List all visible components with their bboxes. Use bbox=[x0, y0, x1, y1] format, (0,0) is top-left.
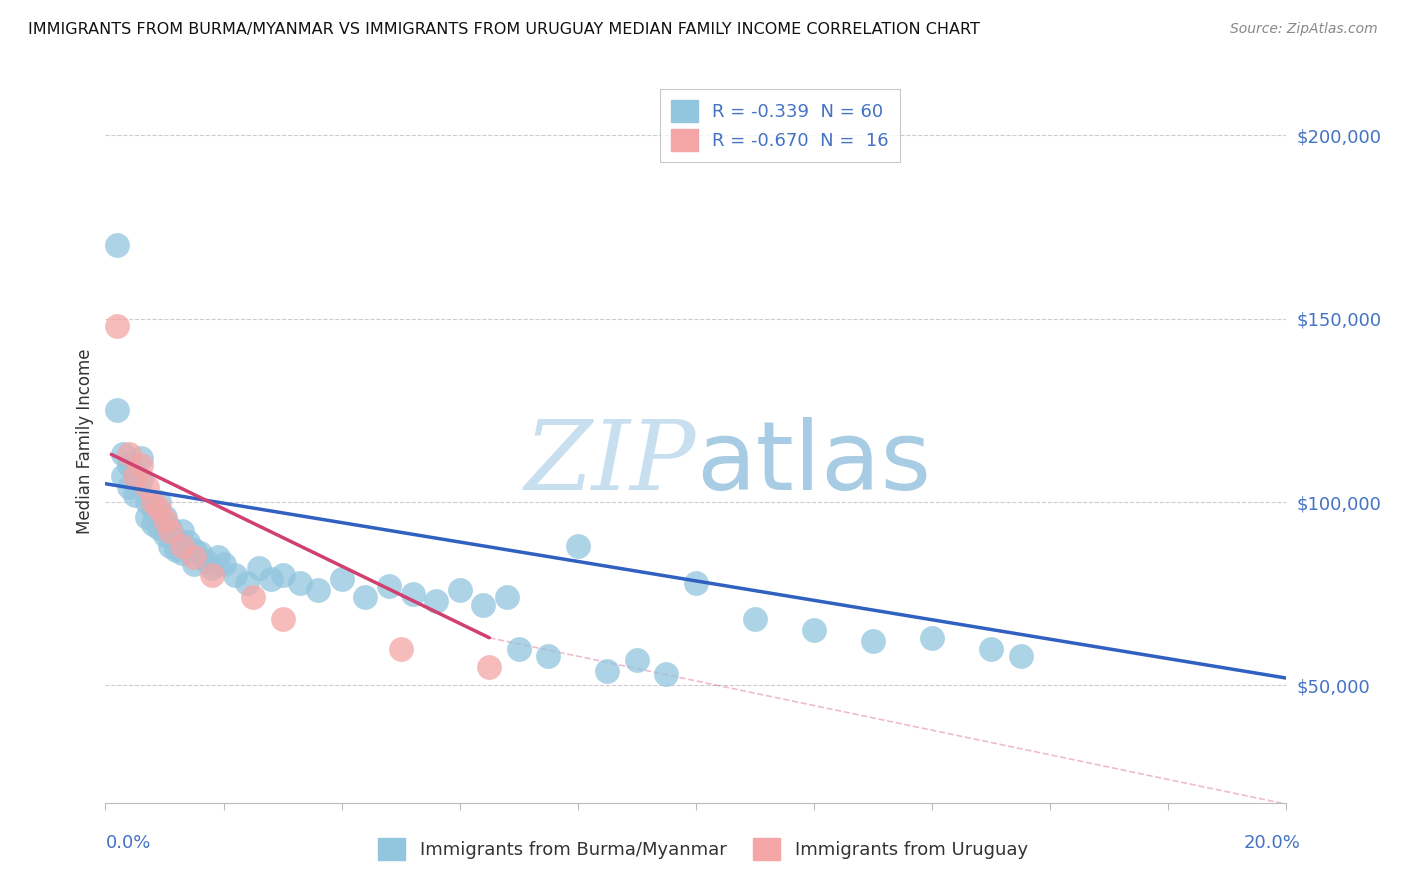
Point bbox=[129, 451, 152, 466]
Point bbox=[172, 539, 194, 553]
Point bbox=[596, 664, 619, 678]
Point bbox=[744, 612, 766, 626]
Point bbox=[172, 546, 194, 560]
Point bbox=[1010, 649, 1032, 664]
Point bbox=[148, 502, 170, 516]
Point bbox=[354, 591, 377, 605]
Point bbox=[183, 558, 205, 572]
Point bbox=[271, 612, 294, 626]
Point bbox=[124, 466, 146, 480]
Point bbox=[105, 238, 128, 252]
Point bbox=[980, 641, 1002, 656]
Text: IMMIGRANTS FROM BURMA/MYANMAR VS IMMIGRANTS FROM URUGUAY MEDIAN FAMILY INCOME CO: IMMIGRANTS FROM BURMA/MYANMAR VS IMMIGRA… bbox=[28, 22, 980, 37]
Point bbox=[655, 667, 678, 681]
Point bbox=[124, 488, 146, 502]
Point bbox=[921, 631, 943, 645]
Point bbox=[330, 572, 353, 586]
Point bbox=[472, 598, 495, 612]
Point bbox=[242, 591, 264, 605]
Point bbox=[862, 634, 884, 648]
Text: 0.0%: 0.0% bbox=[105, 834, 150, 852]
Point bbox=[194, 554, 217, 568]
Point bbox=[135, 495, 157, 509]
Point bbox=[135, 509, 157, 524]
Point bbox=[129, 473, 152, 487]
Legend: Immigrants from Burma/Myanmar, Immigrants from Uruguay: Immigrants from Burma/Myanmar, Immigrant… bbox=[371, 830, 1035, 867]
Point bbox=[449, 583, 471, 598]
Point bbox=[118, 447, 141, 461]
Point bbox=[247, 561, 270, 575]
Point bbox=[567, 539, 589, 553]
Point bbox=[177, 535, 200, 549]
Point bbox=[165, 532, 187, 546]
Point bbox=[188, 546, 211, 560]
Text: Source: ZipAtlas.com: Source: ZipAtlas.com bbox=[1230, 22, 1378, 37]
Point bbox=[201, 561, 224, 575]
Point bbox=[478, 660, 501, 674]
Point bbox=[142, 495, 165, 509]
Point bbox=[148, 495, 170, 509]
Point bbox=[183, 542, 205, 557]
Point bbox=[537, 649, 560, 664]
Point bbox=[153, 509, 176, 524]
Point bbox=[118, 480, 141, 494]
Point bbox=[236, 575, 259, 590]
Point bbox=[159, 524, 181, 539]
Point bbox=[307, 583, 329, 598]
Point bbox=[207, 550, 229, 565]
Point bbox=[508, 641, 530, 656]
Point bbox=[153, 528, 176, 542]
Point bbox=[626, 653, 648, 667]
Point bbox=[124, 469, 146, 483]
Point bbox=[105, 318, 128, 333]
Point bbox=[148, 521, 170, 535]
Point bbox=[803, 624, 825, 638]
Point bbox=[142, 517, 165, 532]
Point bbox=[401, 587, 423, 601]
Legend: R = -0.339  N = 60, R = -0.670  N =  16: R = -0.339 N = 60, R = -0.670 N = 16 bbox=[659, 89, 900, 162]
Point bbox=[129, 458, 152, 473]
Point bbox=[260, 572, 283, 586]
Point bbox=[271, 568, 294, 582]
Point bbox=[224, 568, 246, 582]
Y-axis label: Median Family Income: Median Family Income bbox=[76, 349, 94, 534]
Text: 20.0%: 20.0% bbox=[1244, 834, 1301, 852]
Point bbox=[112, 469, 135, 483]
Point bbox=[142, 502, 165, 516]
Text: ZIP: ZIP bbox=[524, 417, 696, 510]
Point bbox=[118, 458, 141, 473]
Point bbox=[105, 403, 128, 417]
Point bbox=[159, 539, 181, 553]
Point bbox=[153, 513, 176, 527]
Point bbox=[112, 447, 135, 461]
Point bbox=[290, 575, 312, 590]
Point bbox=[378, 579, 401, 593]
Point bbox=[496, 591, 519, 605]
Point bbox=[425, 594, 447, 608]
Point bbox=[201, 568, 224, 582]
Text: atlas: atlas bbox=[696, 417, 931, 509]
Point bbox=[183, 550, 205, 565]
Point bbox=[685, 575, 707, 590]
Point bbox=[165, 542, 187, 557]
Point bbox=[159, 521, 181, 535]
Point bbox=[212, 558, 235, 572]
Point bbox=[172, 524, 194, 539]
Point bbox=[135, 480, 157, 494]
Point bbox=[389, 641, 412, 656]
